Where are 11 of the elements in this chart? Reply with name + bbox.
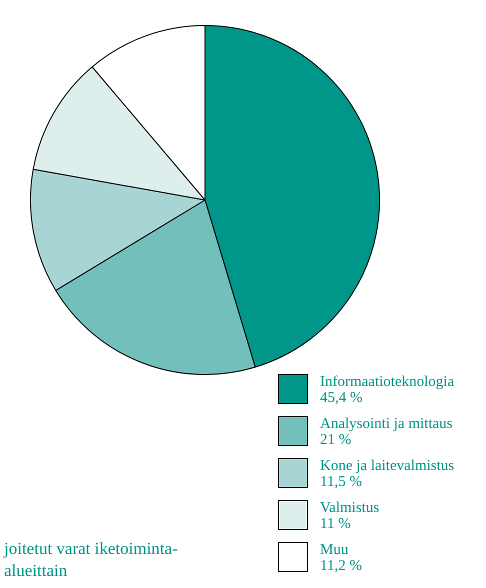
legend-label: Kone ja laitevalmistus — [320, 458, 454, 474]
legend-label: Muu — [320, 542, 350, 558]
legend-label: Analysointi ja mittaus — [320, 416, 452, 432]
data-label: 45,4 % — [320, 390, 364, 406]
legend-label: Informaatioteknologia — [320, 374, 454, 390]
legend-label: Valmistus — [320, 500, 380, 516]
data-label: 11 % — [320, 516, 352, 532]
data-label: 21 % — [320, 432, 352, 448]
data-label: 11,2 % — [320, 558, 362, 574]
data-label: 11,5 % — [320, 474, 363, 490]
text: joitetut varat iketoiminta-alueittain — [4, 538, 179, 582]
